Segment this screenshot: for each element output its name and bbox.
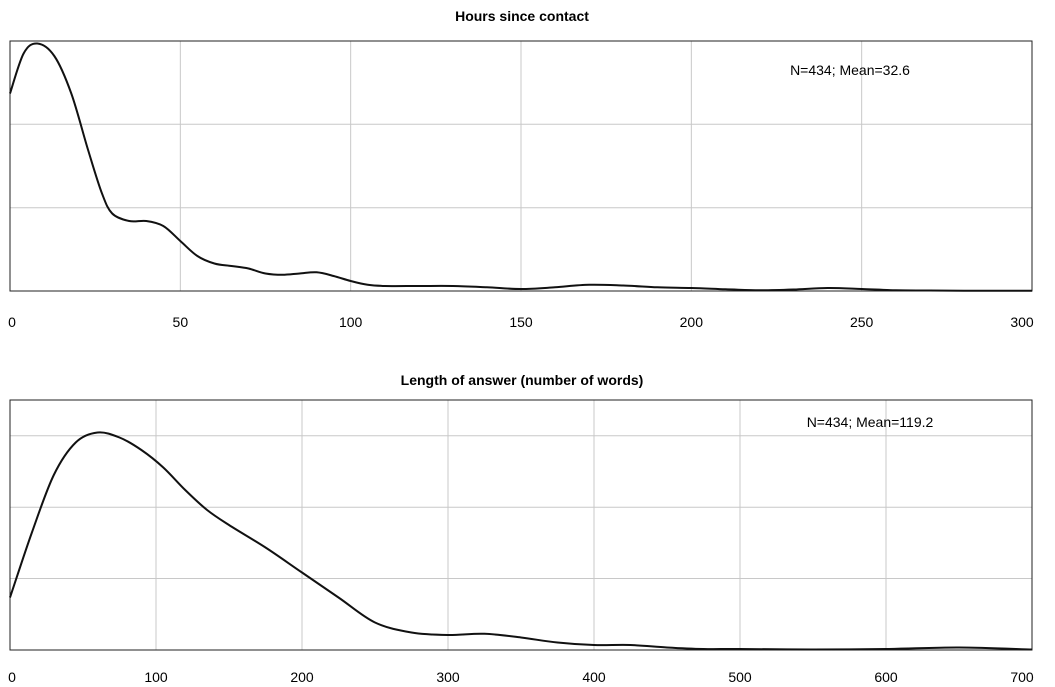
hours-since-contact-panel: Hours since contact N=434; Mean=32.6 0 50 1…: [8, 8, 1034, 330]
density-curve: [9, 42, 1032, 292]
plot-frame: [9, 40, 1033, 292]
chart-title: Length of answer (number of words): [401, 372, 644, 388]
x-tick-label: 300: [436, 669, 460, 685]
x-tick-label: 0: [8, 669, 16, 685]
summary-annotation: N=434; Mean=119.2: [807, 414, 934, 430]
chart-title: Hours since contact: [455, 8, 589, 24]
x-tick-label: 300: [1010, 314, 1034, 330]
x-tick-label: 700: [1010, 669, 1034, 685]
plot-frame: [9, 399, 1033, 651]
x-tick-label: 200: [680, 314, 704, 330]
x-tick-label: 200: [290, 669, 314, 685]
answer-length-panel: Length of answer (number of words) N=434…: [8, 372, 1034, 685]
density-curve: [9, 431, 1033, 651]
x-tick-label: 500: [728, 669, 752, 685]
x-tick-label: 250: [850, 314, 874, 330]
x-tick-label: 150: [509, 314, 533, 330]
x-tick-label: 0: [8, 314, 16, 330]
x-tick-label: 100: [339, 314, 363, 330]
summary-annotation: N=434; Mean=32.6: [790, 62, 910, 78]
x-tick-label: 50: [173, 314, 189, 330]
x-tick-label: 600: [874, 669, 898, 685]
x-tick-label: 400: [582, 669, 606, 685]
x-tick-label: 100: [144, 669, 168, 685]
